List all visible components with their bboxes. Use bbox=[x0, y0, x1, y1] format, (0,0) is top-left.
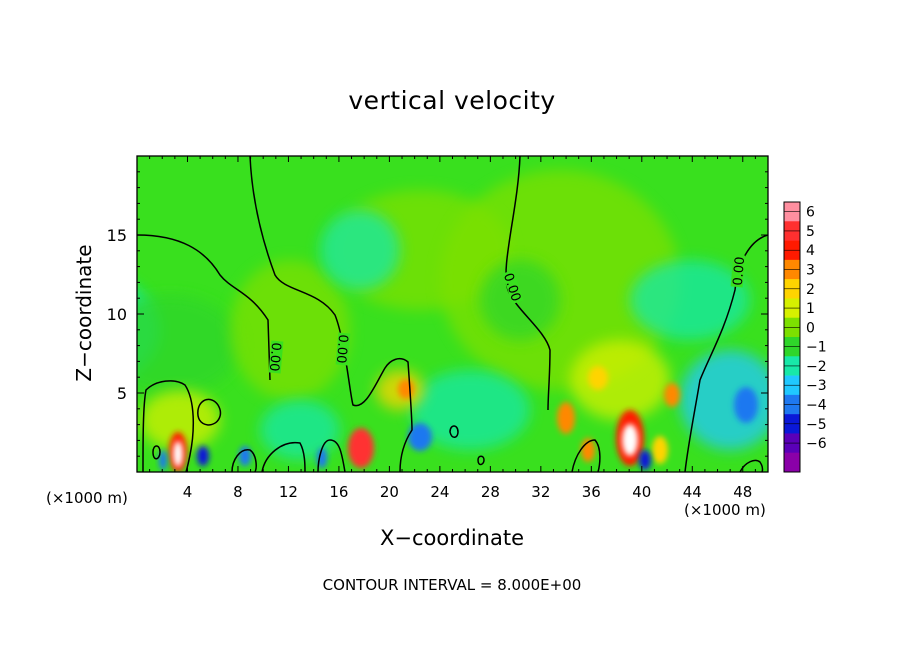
contour-label: 0.00 bbox=[731, 256, 748, 286]
field-sharp-blob bbox=[639, 450, 651, 470]
field-soft-blob bbox=[630, 260, 750, 340]
colorbar-label: 3 bbox=[806, 263, 815, 279]
colorbar-label: −1 bbox=[806, 340, 827, 356]
field-blobs bbox=[137, 170, 768, 472]
field-sharp-blob bbox=[173, 441, 183, 467]
zero-contours bbox=[137, 156, 768, 472]
y-tick-label: 5 bbox=[117, 384, 127, 403]
contour-interval-note: CONTOUR INTERVAL = 8.000E+00 bbox=[322, 576, 582, 594]
x-tick-label: 8 bbox=[233, 483, 243, 501]
field-soft-blob bbox=[570, 340, 670, 420]
zero-contour-line bbox=[197, 398, 222, 426]
field-soft-blob bbox=[680, 350, 768, 450]
contour-label-bg bbox=[730, 254, 746, 288]
contour-label: 0.00 bbox=[266, 342, 283, 372]
field-soft-blob bbox=[440, 170, 680, 390]
contour-label-bg bbox=[268, 340, 284, 374]
field-sharp-blob bbox=[734, 387, 758, 423]
colorbar-label: −3 bbox=[806, 378, 827, 394]
zero-contour-line bbox=[261, 441, 306, 472]
y-axis-label: Z−coordinate bbox=[72, 244, 96, 382]
field-soft-blob bbox=[230, 260, 350, 400]
field-sharp-blob bbox=[197, 446, 209, 466]
x-tick-label: 48 bbox=[733, 483, 752, 501]
x-tick-label: 16 bbox=[329, 483, 348, 501]
x-tick-label: 20 bbox=[380, 483, 399, 501]
field-sharp-blob bbox=[239, 446, 251, 466]
plot-area bbox=[137, 156, 768, 472]
x-tick-label: 12 bbox=[279, 483, 298, 501]
colorbar: 6 5 4 3 2 1 0 −1 −2 −3 −4 −5 −6 bbox=[783, 201, 827, 473]
y-tick-label: 10 bbox=[107, 305, 127, 324]
field-sharp-blob bbox=[622, 424, 638, 456]
field-sharp-blob bbox=[557, 402, 575, 434]
colorbar-label: 5 bbox=[806, 224, 815, 240]
y-tick-label: 15 bbox=[107, 226, 127, 245]
x-tick-label: 4 bbox=[183, 483, 193, 501]
colorbar-label: 2 bbox=[806, 282, 815, 298]
colorbar-label: −5 bbox=[806, 417, 827, 433]
field-sharp-blob bbox=[588, 366, 608, 390]
x-tick-label: 28 bbox=[481, 483, 500, 501]
zero-contour-line bbox=[249, 156, 413, 472]
field-sharp-blob bbox=[317, 448, 327, 468]
zero-contour-line bbox=[571, 439, 601, 472]
y-axis-ticks: 5 10 15 bbox=[107, 171, 768, 457]
field-soft-blob bbox=[137, 295, 240, 395]
contour-label-bg bbox=[335, 332, 351, 366]
zero-contour-line bbox=[152, 445, 161, 460]
colorbar-label: 0 bbox=[806, 320, 815, 336]
zero-contour-line bbox=[739, 459, 764, 472]
field-soft-blob bbox=[410, 370, 530, 450]
field-sharp-blob bbox=[159, 450, 167, 470]
x-unit-label-left: (×1000 m) bbox=[46, 489, 128, 507]
field-sharp-blob bbox=[664, 383, 680, 407]
field-sharp-blob bbox=[398, 379, 414, 399]
colorbar-frame bbox=[783, 201, 801, 473]
zero-contour-line bbox=[142, 380, 195, 472]
zero-contour-line bbox=[449, 425, 459, 438]
contour-label: 0.00 bbox=[333, 334, 350, 364]
colorbar-label: 1 bbox=[806, 301, 815, 317]
colorbar-label: 4 bbox=[806, 243, 815, 259]
field-soft-blob bbox=[260, 400, 340, 460]
x-tick-label: 24 bbox=[430, 483, 449, 501]
x-tick-label: 36 bbox=[582, 483, 601, 501]
x-unit-label-right: (×1000 m) bbox=[684, 501, 766, 519]
chart-title: vertical velocity bbox=[348, 86, 556, 115]
x-axis-ticks: 4 8 12 16 20 24 28 32 36 40 44 48 bbox=[149, 156, 756, 501]
field-soft-blob bbox=[320, 210, 400, 290]
colorbar-label: −6 bbox=[806, 436, 827, 452]
colorbar-label: −2 bbox=[806, 359, 827, 375]
x-tick-label: 40 bbox=[632, 483, 651, 501]
field-sharp-blob bbox=[652, 436, 668, 464]
x-tick-label: 32 bbox=[531, 483, 550, 501]
x-tick-label: 44 bbox=[683, 483, 702, 501]
field-sharp-blob bbox=[348, 428, 374, 468]
field-sharp-blob bbox=[581, 438, 595, 462]
zero-contour-line bbox=[505, 156, 551, 411]
zero-contour-line bbox=[477, 455, 485, 466]
colorbar-label: 6 bbox=[806, 205, 815, 221]
colorbar-segment bbox=[784, 452, 800, 473]
field-sharp-blob bbox=[408, 423, 432, 451]
x-axis-label: X−coordinate bbox=[380, 526, 524, 550]
zero-contour-line bbox=[137, 234, 271, 381]
colorbar-label: −4 bbox=[806, 398, 827, 414]
contour-label-bg bbox=[502, 269, 524, 305]
zero-contour-line bbox=[231, 449, 257, 472]
zero-contour-line bbox=[317, 439, 346, 472]
